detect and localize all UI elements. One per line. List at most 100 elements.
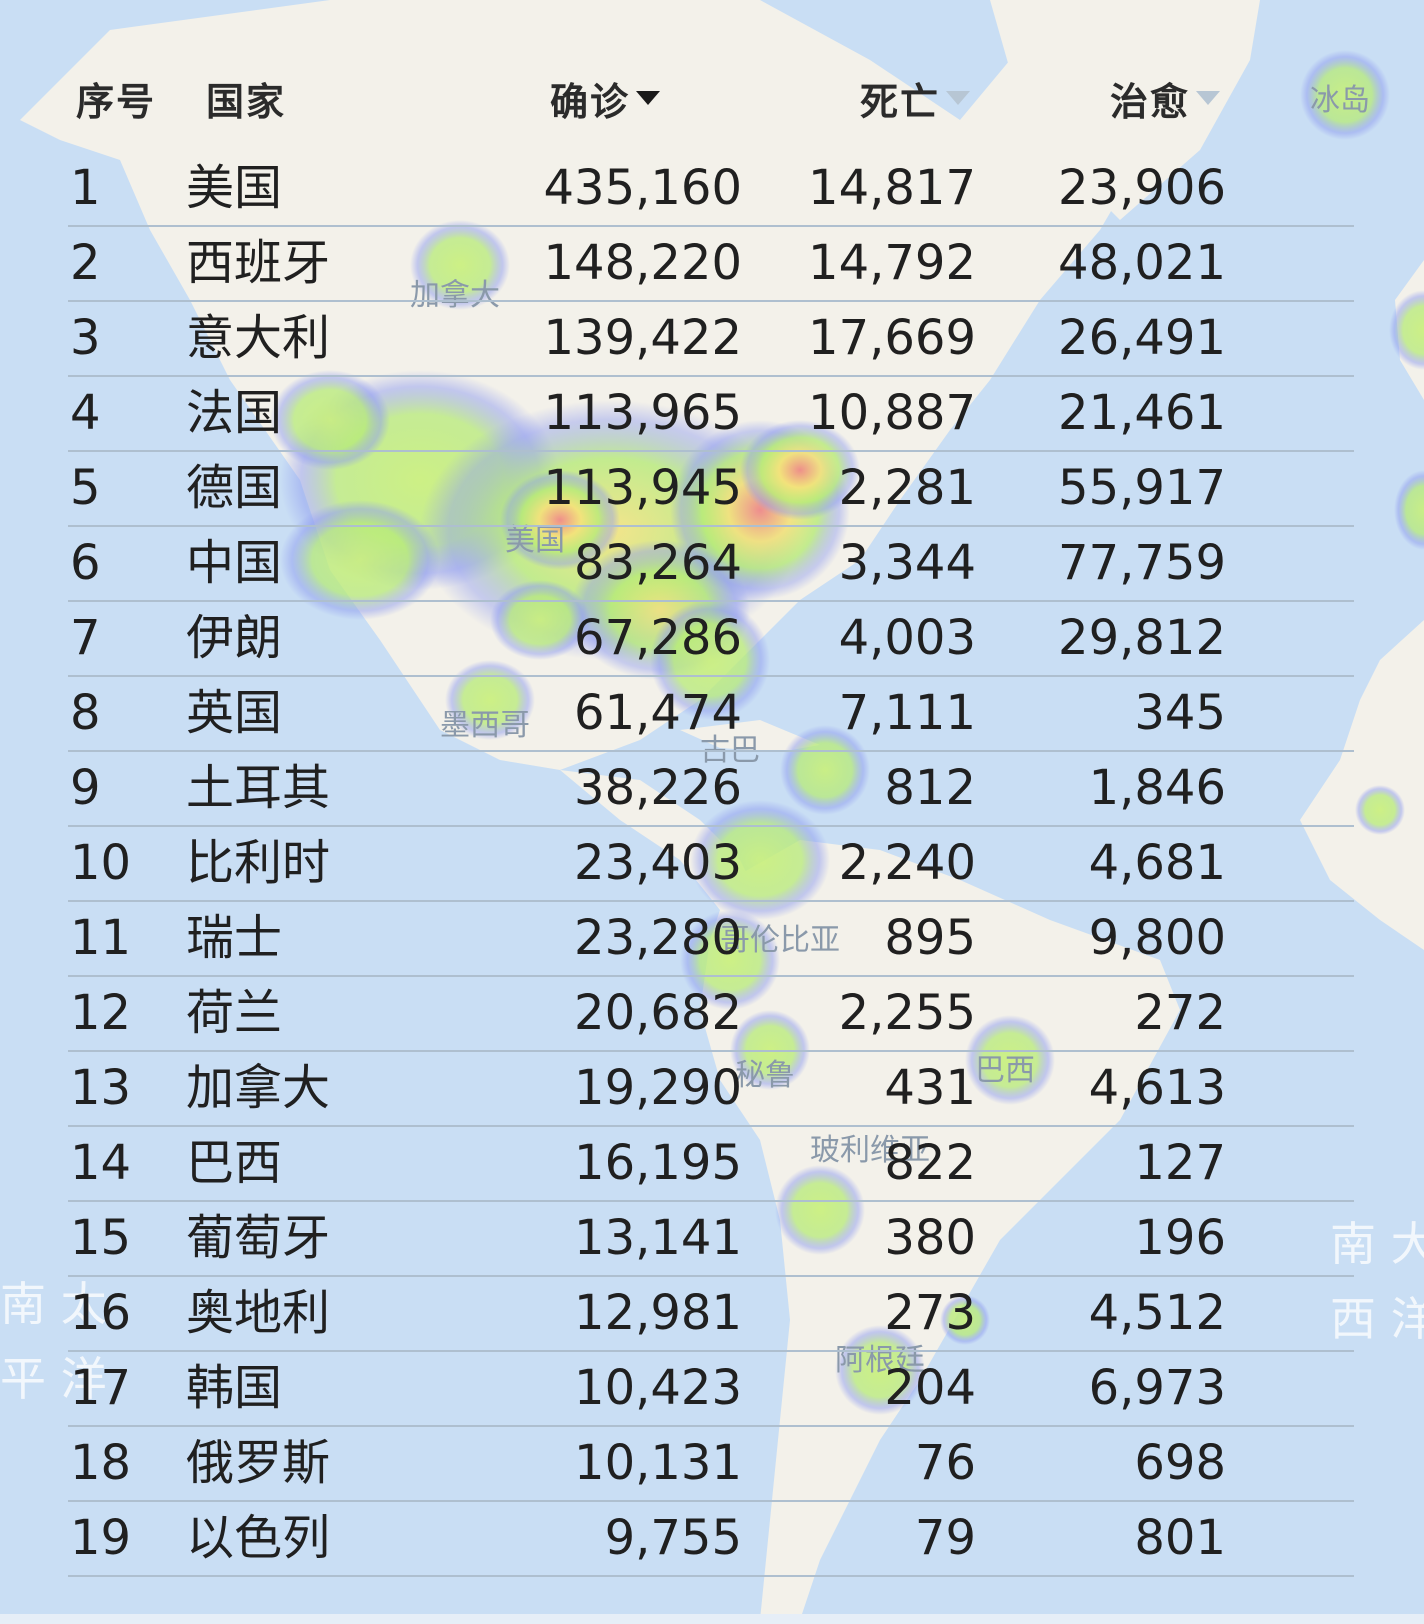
table-row[interactable]: 2 西班牙 148,220 14,792 48,021 <box>0 227 1424 302</box>
table-row[interactable]: 17 韩国 10,423 204 6,973 <box>0 1352 1424 1427</box>
row-divider <box>68 1500 1354 1502</box>
row-country: 德国 <box>186 460 283 516</box>
table-row[interactable]: 9 土耳其 38,226 812 1,846 <box>0 752 1424 827</box>
row-index: 19 <box>70 1510 132 1566</box>
row-index: 5 <box>70 460 101 516</box>
row-index: 3 <box>70 310 101 366</box>
row-cured: 9,800 <box>1088 910 1226 966</box>
row-index: 11 <box>70 910 132 966</box>
table-row[interactable]: 5 德国 113,945 2,281 55,917 <box>0 452 1424 527</box>
row-cured: 4,681 <box>1088 835 1226 891</box>
row-confirmed: 13,141 <box>574 1210 742 1266</box>
table-row[interactable]: 15 葡萄牙 13,141 380 196 <box>0 1202 1424 1277</box>
row-cured: 4,512 <box>1088 1285 1226 1341</box>
ocean-label-south-pacific-1: 南 太 <box>0 1277 107 1331</box>
row-deaths: 7,111 <box>838 685 976 741</box>
table-row[interactable]: 10 比利时 23,403 2,240 4,681 <box>0 827 1424 902</box>
cuba-island <box>680 720 820 752</box>
row-confirmed: 148,220 <box>543 235 743 291</box>
row-divider <box>68 225 1354 227</box>
row-cured: 345 <box>1134 685 1226 741</box>
header-index: 序号 <box>76 68 156 128</box>
map-label-peru: 秘鲁 <box>735 1058 795 1093</box>
header-deaths-sort[interactable]: 死亡 <box>790 68 970 128</box>
row-country: 中国 <box>186 535 283 591</box>
header-confirmed-label: 确诊 <box>549 79 630 124</box>
header-index-label: 序号 <box>76 79 157 124</box>
row-divider <box>68 1275 1354 1277</box>
row-cured: 48,021 <box>1058 235 1226 291</box>
row-country: 巴西 <box>186 1135 283 1191</box>
table-row[interactable]: 18 俄罗斯 10,131 76 698 <box>0 1427 1424 1502</box>
row-divider <box>68 1125 1354 1127</box>
row-cured: 1,846 <box>1088 760 1226 816</box>
row-cured: 801 <box>1134 1510 1226 1566</box>
row-cured: 127 <box>1134 1135 1226 1191</box>
row-cured: 29,812 <box>1058 610 1226 666</box>
table-row[interactable]: 4 法国 113,965 10,887 21,461 <box>0 377 1424 452</box>
header-cured-sort[interactable]: 治愈 <box>1040 68 1220 128</box>
table-row[interactable]: 12 荷兰 20,682 2,255 272 <box>0 977 1424 1052</box>
row-deaths: 204 <box>884 1360 976 1416</box>
row-divider <box>68 750 1354 752</box>
row-confirmed: 12,981 <box>574 1285 742 1341</box>
row-divider <box>68 1200 1354 1202</box>
row-divider <box>68 450 1354 452</box>
row-confirmed: 67,286 <box>574 610 742 666</box>
row-deaths: 2,255 <box>838 985 976 1041</box>
table-row[interactable]: 6 中国 83,264 3,344 77,759 <box>0 527 1424 602</box>
map-label-bolivia: 玻利维亚 <box>810 1133 930 1168</box>
row-deaths: 76 <box>914 1435 976 1491</box>
table-row[interactable]: 13 加拿大 19,290 431 4,613 <box>0 1052 1424 1127</box>
row-deaths: 380 <box>884 1210 976 1266</box>
table-row[interactable]: 8 英国 61,474 7,111 345 <box>0 677 1424 752</box>
row-divider <box>68 300 1354 302</box>
row-deaths: 4,003 <box>838 610 976 666</box>
table-row[interactable]: 16 奥地利 12,981 273 4,512 <box>0 1277 1424 1352</box>
row-index: 12 <box>70 985 132 1041</box>
header-confirmed-sort[interactable]: 确诊 <box>500 68 660 128</box>
table-row[interactable]: 11 瑞士 23,280 895 9,800 <box>0 902 1424 977</box>
table-row[interactable]: 3 意大利 139,422 17,669 26,491 <box>0 302 1424 377</box>
row-deaths: 10,887 <box>808 385 976 441</box>
row-country: 以色列 <box>186 1510 331 1566</box>
row-index: 17 <box>70 1360 132 1416</box>
row-country: 俄罗斯 <box>186 1435 331 1491</box>
table-row[interactable]: 7 伊朗 67,286 4,003 29,812 <box>0 602 1424 677</box>
map-label-argentina: 阿根廷 <box>835 1343 925 1378</box>
row-confirmed: 38,226 <box>574 760 742 816</box>
table-row[interactable]: 1 美国 435,160 14,817 23,906 <box>0 152 1424 227</box>
row-confirmed: 23,403 <box>574 835 742 891</box>
row-divider <box>68 525 1354 527</box>
row-confirmed: 83,264 <box>574 535 742 591</box>
row-index: 9 <box>70 760 101 816</box>
row-confirmed: 9,755 <box>604 1510 742 1566</box>
row-deaths: 2,240 <box>838 835 976 891</box>
row-index: 1 <box>70 160 101 216</box>
row-confirmed: 113,965 <box>543 385 743 441</box>
row-country: 葡萄牙 <box>186 1210 331 1266</box>
row-country: 加拿大 <box>186 1060 331 1116</box>
row-cured: 4,613 <box>1088 1060 1226 1116</box>
row-confirmed: 435,160 <box>543 160 743 216</box>
row-index: 7 <box>70 610 101 666</box>
row-deaths: 79 <box>914 1510 976 1566</box>
row-country: 意大利 <box>186 310 331 366</box>
row-divider <box>68 900 1354 902</box>
row-country: 英国 <box>186 685 283 741</box>
row-cured: 272 <box>1134 985 1226 1041</box>
table-row[interactable]: 19 以色列 9,755 79 801 <box>0 1502 1424 1577</box>
sort-desc-active-icon <box>636 91 660 105</box>
header-country-label: 国家 <box>206 79 287 124</box>
row-confirmed: 19,290 <box>574 1060 742 1116</box>
table-row[interactable]: 14 巴西 16,195 822 127 <box>0 1127 1424 1202</box>
map-label-usa: 美国 <box>505 523 565 558</box>
row-deaths: 895 <box>884 910 976 966</box>
row-country: 西班牙 <box>186 235 331 291</box>
map-label-brazil: 巴西 <box>975 1053 1035 1088</box>
row-deaths: 273 <box>884 1285 976 1341</box>
row-index: 14 <box>70 1135 132 1191</box>
map-label-iceland: 冰岛 <box>1310 83 1370 118</box>
row-country: 法国 <box>186 385 283 441</box>
